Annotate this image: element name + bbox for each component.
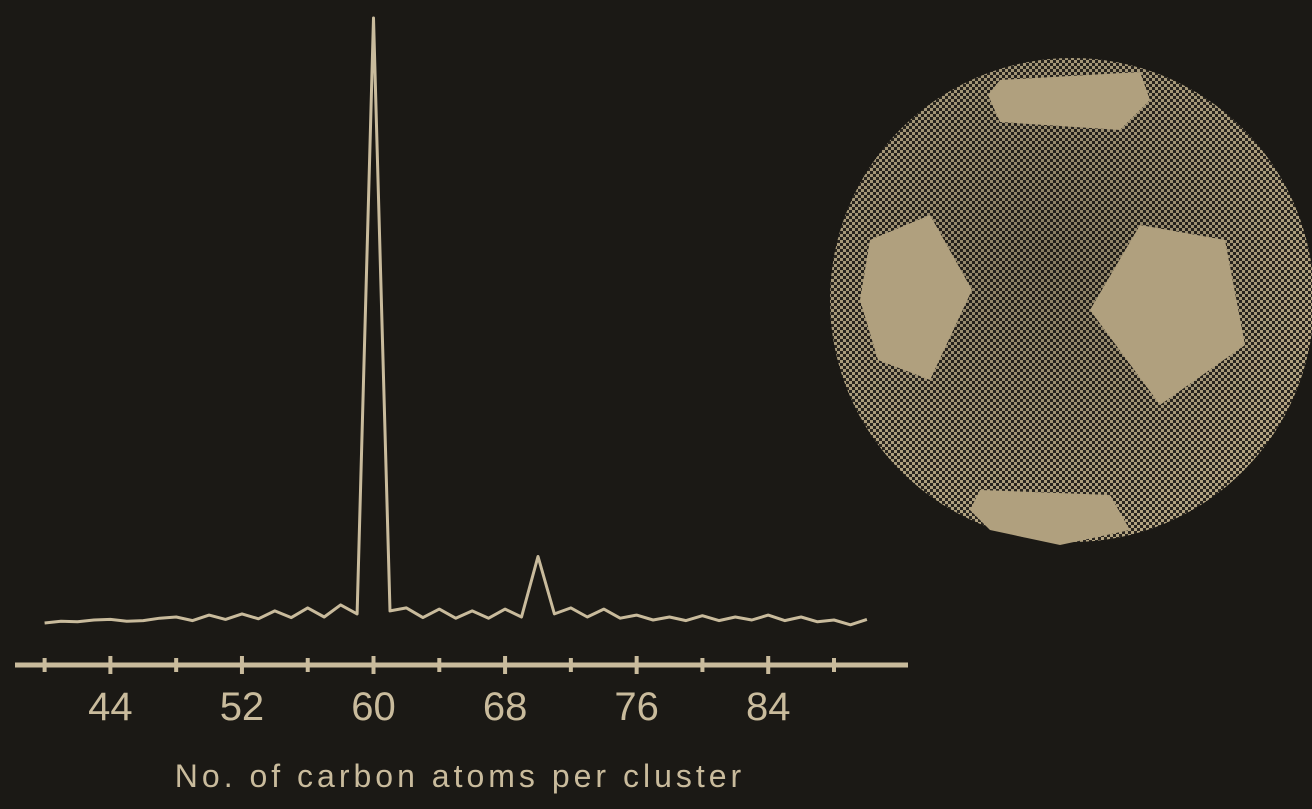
page: No. of carbon atoms per cluster 44 52 60 68…: [0, 0, 1312, 809]
x-tick-label: 84: [746, 685, 791, 729]
x-tick-label: 44: [88, 685, 133, 729]
x-axis-label: No. of carbon atoms per cluster: [175, 758, 745, 794]
chart: No. of carbon atoms per cluster 44 52 60 68…: [0, 0, 1312, 804]
soccer-ball: [830, 58, 1312, 545]
x-tick-label: 68: [483, 685, 528, 729]
x-tick-label: 60: [351, 685, 396, 729]
x-tick-label: 76: [614, 685, 659, 729]
x-tick-label: 52: [220, 685, 265, 729]
